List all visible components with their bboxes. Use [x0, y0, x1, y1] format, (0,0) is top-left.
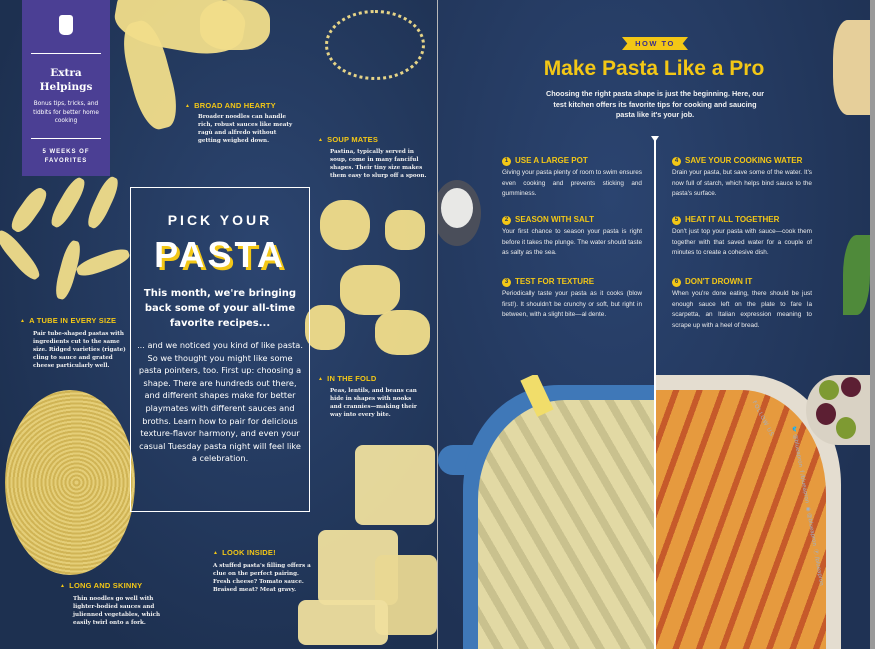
- tip-text: When you're done eating, there should be…: [672, 290, 812, 329]
- callout-heading: LONG AND SKINNY: [60, 581, 142, 590]
- callout-text: Peas, lentils, and beans can hide in sha…: [330, 388, 417, 418]
- tip-heading: SEASON WITH SALT: [515, 215, 594, 224]
- basil-image: [843, 235, 870, 315]
- rigatoni-bowl-image: [656, 375, 870, 649]
- callout-heading: IN THE FOLD: [318, 374, 376, 383]
- page-gutter: [437, 0, 438, 649]
- ravioli-image: [298, 600, 388, 645]
- bread-image: [833, 20, 870, 115]
- twitter-icon[interactable]: 🐦: [790, 425, 798, 434]
- extra-helpings-sidebar: Extra Helpings Bonus tips, tricks, and t…: [22, 0, 110, 176]
- callout-heading: BROAD AND HEARTY: [185, 101, 276, 110]
- pappardelle-image: [200, 0, 270, 50]
- alphabet-pasta-image: [325, 10, 425, 80]
- pinterest-icon[interactable]: Ⓟ: [811, 548, 819, 556]
- tip-text: Drain your pasta, but save some of the w…: [672, 169, 812, 197]
- sidebar-title: Extra: [50, 67, 82, 79]
- campanelle-image: [305, 305, 345, 350]
- tip-text: Periodically taste your pasta as it cook…: [502, 290, 642, 318]
- feature-kicker: PICK YOUR: [167, 212, 273, 228]
- page-title: Make Pasta Like a Pro: [543, 57, 765, 80]
- ravioli-image: [355, 445, 435, 525]
- callout-text: Broader noodles can handle rich, robust …: [198, 114, 293, 144]
- penne-image: [84, 174, 122, 231]
- tip-heading: USE A LARGE POT: [515, 156, 588, 165]
- number-badge: 2: [502, 216, 511, 225]
- tip-text: Your first chance to season your pasta i…: [502, 228, 642, 256]
- callout-text: Pair tube-shaped pastas with ingredients…: [33, 331, 126, 369]
- series-label: FAVORITES: [44, 158, 88, 164]
- facebook-icon[interactable]: f: [797, 470, 805, 473]
- how-to-banner: HOW TO: [622, 37, 688, 50]
- callout-heading: SOUP MATES: [318, 135, 378, 144]
- tip-item: 2 SEASON WITH SALT Your first chance to se…: [502, 215, 642, 259]
- spaghetti-nest-image: [5, 390, 135, 575]
- penne-image: [74, 245, 132, 280]
- series-label: 5 WEEKS OF: [42, 149, 90, 155]
- feature-body: ... and we noticed you kind of like past…: [137, 340, 303, 464]
- number-badge: 4: [672, 157, 681, 166]
- callout-heading: LOOK INSIDE!: [213, 548, 276, 557]
- campanelle-image: [340, 265, 400, 315]
- callout-text: Pastina, typically served in soup, come …: [330, 149, 427, 179]
- number-badge: 3: [502, 278, 511, 287]
- penne-image: [7, 184, 51, 236]
- divider: [31, 53, 101, 54]
- pasta-pot-image: [438, 375, 654, 649]
- callout-text: A stuffed pasta's filling offers a clue …: [213, 563, 311, 593]
- instagram-icon[interactable]: ◉: [804, 506, 812, 513]
- intro-text: Choosing the right pasta shape is just t…: [545, 89, 765, 119]
- number-badge: 6: [672, 278, 681, 287]
- feature-title: PASTA: [154, 234, 286, 275]
- number-badge: 1: [502, 157, 511, 166]
- feature-box: PICK YOUR PASTA This month, we're bringi…: [130, 187, 310, 512]
- sidebar-title: Helpings: [39, 81, 93, 93]
- penne-image: [47, 174, 89, 231]
- callout-heading: A TUBE IN EVERY SIZE: [20, 316, 116, 325]
- tip-item: 3 TEST FOR TEXTURE Periodically taste your…: [502, 277, 642, 321]
- tip-item: 6 DON'T DROWN IT When you're done eating, …: [672, 277, 812, 331]
- feature-dek: This month, we're bringing back some of …: [143, 288, 297, 329]
- tip-item: 1 USE A LARGE POT Giving your pasta plenty…: [502, 156, 642, 200]
- divider: [31, 138, 101, 139]
- campanelle-image: [320, 200, 370, 250]
- tip-heading: HEAT IT ALL TOGETHER: [685, 215, 780, 224]
- sidebar-subtitle: Bonus tips, tricks, and tidbits for bett…: [33, 101, 99, 124]
- divider-line: [654, 140, 656, 649]
- tip-item: 4 SAVE YOUR COOKING WATER Drain your pasta…: [672, 156, 812, 200]
- tip-heading: DON'T DROWN IT: [685, 277, 753, 286]
- tip-heading: SAVE YOUR COOKING WATER: [685, 156, 803, 165]
- campanelle-image: [375, 310, 430, 355]
- tip-text: Don't just top your pasta with sauce—coo…: [672, 228, 812, 256]
- campanelle-image: [385, 210, 425, 250]
- right-page: HOW TO Make Pasta Like a Pro Choosing th…: [438, 0, 870, 649]
- salt-bowl-image: [438, 180, 481, 246]
- penne-image: [0, 226, 44, 284]
- number-badge: 5: [672, 216, 681, 225]
- apron-icon: [59, 15, 73, 35]
- tip-item: 5 HEAT IT ALL TOGETHER Don't just top your…: [672, 215, 812, 259]
- callout-text: Thin noodles go well with lighter-bodied…: [73, 596, 161, 626]
- tip-text: Giving your pasta plenty of room to swim…: [502, 169, 642, 197]
- arrow-down-icon: [651, 136, 659, 142]
- left-page: Extra Helpings Bonus tips, tricks, and t…: [0, 0, 437, 649]
- tip-heading: TEST FOR TEXTURE: [515, 277, 595, 286]
